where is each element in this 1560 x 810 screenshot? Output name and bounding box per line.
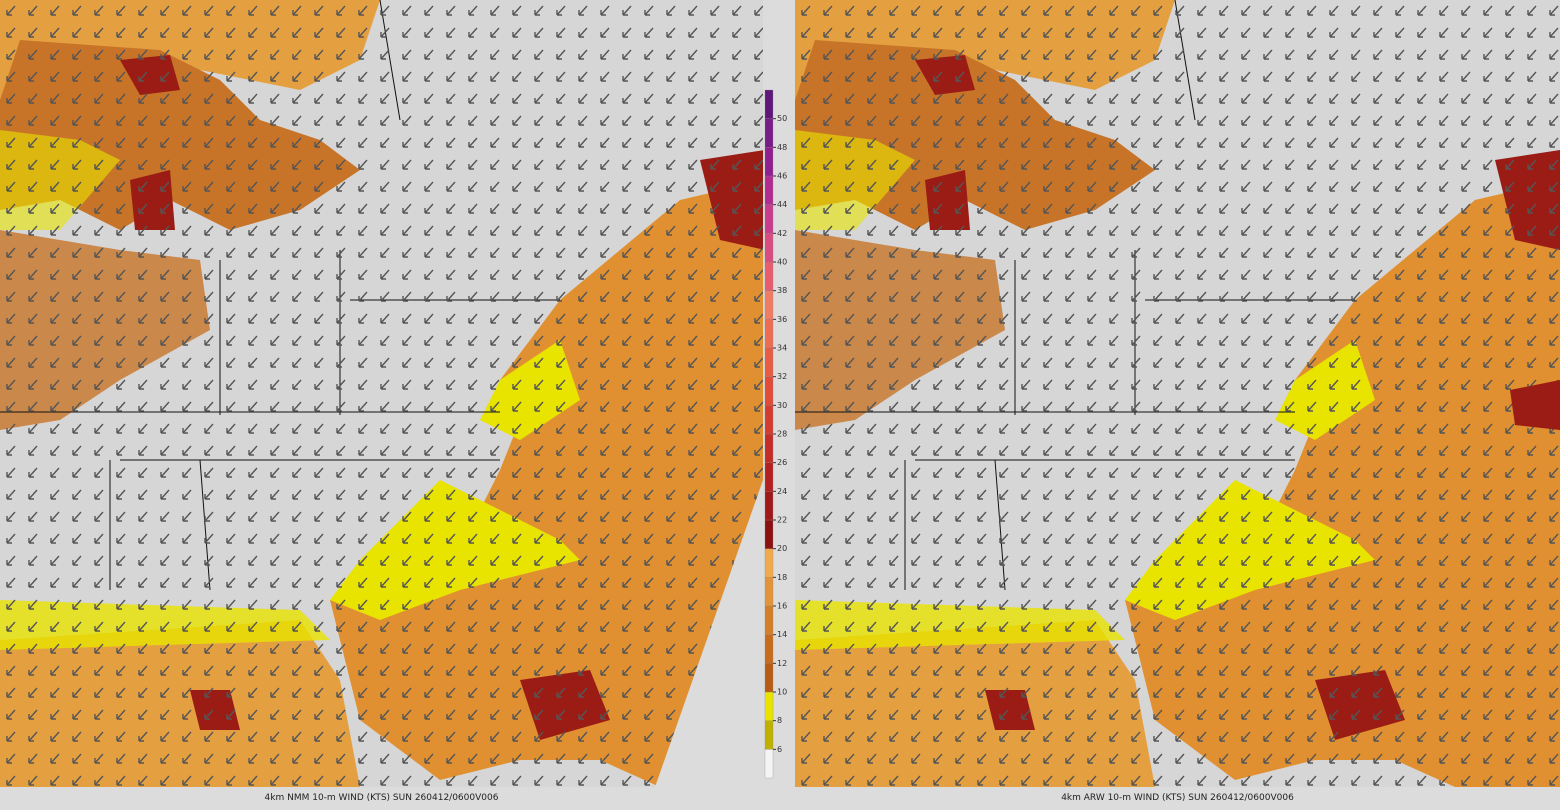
colorbar-label: 30 [777,401,787,410]
colorbar-label: 12 [777,659,787,668]
colorbar-label: 6 [777,745,782,754]
colorbar-label: 24 [777,487,787,496]
colorbar-label: 44 [777,200,787,209]
colorbar-bin [764,233,774,263]
colorbar-bin [764,605,774,635]
colorbar-label: 46 [777,172,787,181]
colorbar-bin [764,204,774,234]
colorbar-bin [764,290,774,320]
colorbar-bin [764,319,774,349]
colorbar-label: 26 [777,458,787,467]
colorbar-label: 38 [777,286,787,295]
colorbar-bin [764,720,774,750]
colorbar-bin [764,347,774,377]
colorbar-bin [764,118,774,148]
colorbar-label: 40 [777,258,787,267]
colorbar-label: 18 [777,573,787,582]
panel-caption: 4km ARW 10-m WIND (KTS) SUN 260412/0600V… [1061,793,1294,803]
colorbar-bin [764,405,774,435]
colorbar-label: 36 [777,315,787,324]
colorbar-label: 22 [777,516,787,525]
colorbar-label: 48 [777,143,787,152]
colorbar-bin [764,663,774,693]
colorbar-bin [764,175,774,205]
colorbar-bin [764,261,774,291]
colorbar-bin [764,634,774,664]
colorbar-bin [764,691,774,721]
colorbar-bin [764,433,774,463]
colorbar-bin [764,462,774,492]
colorbar-bin [764,491,774,521]
colorbar-label: 34 [777,344,787,353]
colorbar-label: 16 [777,602,787,611]
colorbar-bin [764,749,774,779]
colorbar: 6 8 10 12 14 16 18 20 22 24 26 28 30 32 34 36 38 40 42 44 46… [764,89,787,779]
colorbar-bin [764,577,774,607]
colorbar-bin [764,376,774,406]
colorbar-bin [764,519,774,549]
colorbar-bin [764,548,774,578]
colorbar-bin [764,89,774,119]
colorbar-label: 20 [777,544,787,553]
nmm-map [0,0,763,787]
colorbar-bin [764,147,774,177]
colorbar-label: 14 [777,630,787,639]
colorbar-label: 50 [777,114,787,123]
map-canvas: 6 8 10 12 14 16 18 20 22 24 26 28 30 32 34 36 38 40 42 44 46… [0,0,1560,787]
colorbar-label: 28 [777,430,787,439]
panel-caption: 4km NMM 10-m WIND (KTS) SUN 260412/0600V… [264,793,499,803]
colorbar-label: 32 [777,372,787,381]
arw-map [795,0,1560,787]
colorbar-label: 10 [777,688,787,697]
colorbar-label: 42 [777,229,787,238]
colorbar-label: 8 [777,716,782,725]
